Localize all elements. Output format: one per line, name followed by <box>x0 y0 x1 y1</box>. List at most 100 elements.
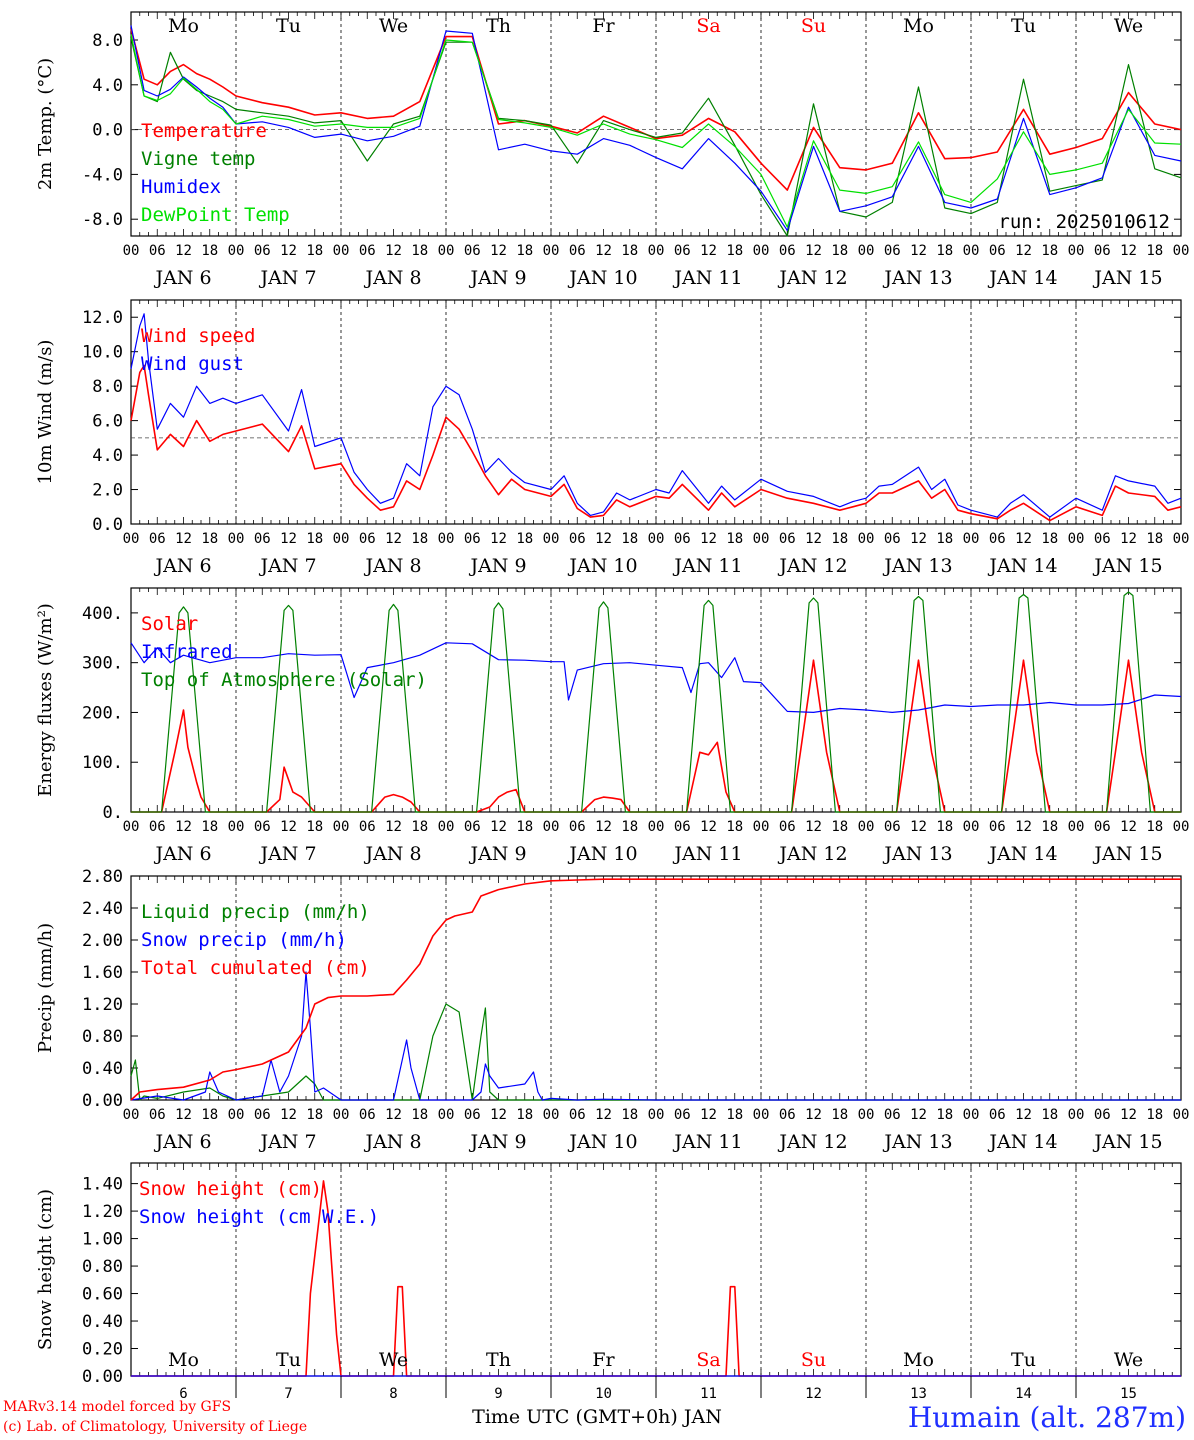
hour-label: 00 <box>543 819 560 835</box>
series-line-infrared <box>130 642 1182 714</box>
date-label: JAN 6 <box>153 267 211 289</box>
panel-3: 400. 300. 200. 100. 0. Energy fluxes (W/m²) So… <box>35 587 1189 865</box>
hour-label: 00 <box>123 1107 140 1123</box>
date-label: JAN 15 <box>1092 1131 1162 1153</box>
date-label: JAN 9 <box>468 1131 526 1153</box>
y-tick-label: 0. <box>103 803 123 823</box>
date-label: JAN 13 <box>882 1131 952 1153</box>
y-tick-label: 4.0 <box>92 76 123 96</box>
hour-label: 18 <box>411 1107 428 1123</box>
hour-label: 12 <box>1120 819 1137 835</box>
date-label: JAN 12 <box>777 1131 847 1153</box>
date-label: JAN 14 <box>987 555 1057 577</box>
day-name: Mo <box>903 15 934 37</box>
day-name: Sa <box>696 15 720 37</box>
date-label: JAN 13 <box>882 267 952 289</box>
hour-label: 12 <box>385 1107 402 1123</box>
hour-label: 18 <box>621 1107 638 1123</box>
date-label: JAN 12 <box>777 267 847 289</box>
hour-label: 06 <box>569 1107 586 1123</box>
hour-label: 06 <box>254 1107 271 1123</box>
hour-label: 12 <box>175 243 192 259</box>
hour-label: 18 <box>726 1107 743 1123</box>
hour-label: 06 <box>989 819 1006 835</box>
hour-label: 00 <box>963 531 980 547</box>
y-tick-label: 0.60 <box>82 1285 123 1305</box>
date-label: JAN 9 <box>468 555 526 577</box>
y-tick-label: 1.40 <box>82 1175 123 1195</box>
hour-label: 00 <box>963 819 980 835</box>
hour-label: 00 <box>963 243 980 259</box>
hour-label: 18 <box>411 243 428 259</box>
hour-label: 06 <box>884 243 901 259</box>
hour-label: 06 <box>254 531 271 547</box>
hour-label: 12 <box>1015 819 1032 835</box>
series-line-dewpoint-temp <box>130 34 1182 228</box>
date-number: 13 <box>910 1386 927 1402</box>
date-number: 8 <box>389 1386 397 1402</box>
hour-label: 06 <box>1094 1107 1111 1123</box>
hour-label: 00 <box>228 1107 245 1123</box>
date-label: JAN 11 <box>672 843 742 865</box>
hour-label: 12 <box>700 531 717 547</box>
hour-label: 12 <box>805 1107 822 1123</box>
legend-label: Temperature <box>141 120 267 142</box>
hour-label: 00 <box>648 243 665 259</box>
hour-label: 06 <box>779 819 796 835</box>
day-name: Fr <box>592 1349 615 1371</box>
hour-label: 18 <box>726 819 743 835</box>
day-name: We <box>379 1349 408 1371</box>
hour-label: 06 <box>1094 819 1111 835</box>
day-name: Tu <box>276 1349 301 1371</box>
day-name: Mo <box>168 15 199 37</box>
hour-label: 06 <box>569 531 586 547</box>
hour-label: 00 <box>753 819 770 835</box>
day-name: Th <box>486 15 511 37</box>
hour-label: 06 <box>464 531 481 547</box>
day-name: Su <box>801 15 826 37</box>
y-tick-label: 0.0 <box>92 515 123 535</box>
hour-label: 06 <box>779 243 796 259</box>
hour-label: 00 <box>753 531 770 547</box>
panel-1: 8.0 4.0 0.0 -4.0 -8.0 2m Temp. (°C) Temperatur… <box>35 11 1189 289</box>
plot-frame <box>130 299 1182 525</box>
legend-label: Wind gust <box>141 353 244 375</box>
y-tick-label: 12.0 <box>82 308 123 328</box>
date-number: 11 <box>700 1386 717 1402</box>
hour-label: 18 <box>621 531 638 547</box>
hour-label: 12 <box>175 1107 192 1123</box>
y-tick-label: 0.00 <box>82 1367 123 1387</box>
date-number: 9 <box>494 1386 502 1402</box>
hour-label: 18 <box>831 819 848 835</box>
date-label: JAN 15 <box>1092 555 1162 577</box>
hour-label: 00 <box>1068 531 1085 547</box>
hour-label: 18 <box>1041 531 1058 547</box>
y-axis-title: 10m Wind (m/s) <box>35 340 56 485</box>
date-label: JAN 13 <box>882 555 952 577</box>
date-label: JAN 7 <box>258 1131 316 1153</box>
location-label: Humain (alt. 287m) <box>907 1401 1186 1434</box>
hour-label: 12 <box>280 243 297 259</box>
hour-label: 12 <box>490 531 507 547</box>
hour-label: 00 <box>858 1107 875 1123</box>
date-label: JAN 6 <box>153 843 211 865</box>
date-label: JAN 6 <box>153 1131 211 1153</box>
date-label: JAN 7 <box>258 555 316 577</box>
date-label: JAN 12 <box>777 555 847 577</box>
hour-label: 18 <box>1146 243 1163 259</box>
hour-label: 06 <box>254 243 271 259</box>
hour-label: 06 <box>779 531 796 547</box>
hour-label: 00 <box>1068 819 1085 835</box>
hour-label: 12 <box>490 1107 507 1123</box>
hour-label: 12 <box>280 1107 297 1123</box>
hour-label: 18 <box>1041 819 1058 835</box>
date-label: JAN 12 <box>777 843 847 865</box>
hour-label: 18 <box>936 243 953 259</box>
legend-label: Wind speed <box>141 325 255 347</box>
y-tick-label: 0.40 <box>82 1312 123 1332</box>
hour-label: 18 <box>1041 1107 1058 1123</box>
lab-credit: (c) Lab. of Climatology, University of L… <box>3 1419 308 1435</box>
hour-label: 18 <box>1146 531 1163 547</box>
hour-label: 00 <box>333 1107 350 1123</box>
hour-label: 18 <box>201 531 218 547</box>
